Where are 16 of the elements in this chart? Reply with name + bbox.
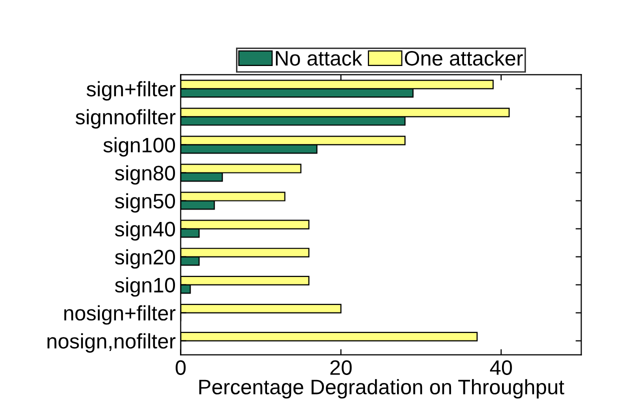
y-tick-label: nosign,nofilter bbox=[47, 333, 176, 353]
x-tick-label: 40 bbox=[490, 360, 512, 375]
y-tick-label: sign80 bbox=[115, 165, 175, 185]
legend-label: No attack bbox=[276, 50, 362, 66]
y-tick-label: sign100 bbox=[103, 137, 175, 157]
y-tick-label: sign20 bbox=[115, 249, 175, 269]
y-tick-label: nosign+filter bbox=[64, 305, 176, 325]
x-tick-label: 0 bbox=[176, 360, 186, 375]
y-tick-label: sign40 bbox=[115, 221, 175, 241]
y-tick-label: signnofilter bbox=[76, 109, 176, 129]
y-tick-label: sign50 bbox=[115, 193, 175, 213]
y-tick-label: sign10 bbox=[115, 277, 175, 297]
legend-label: One attacker bbox=[404, 50, 523, 66]
x-axis-title: Percentage Degradation on Throughput bbox=[199, 379, 564, 399]
x-tick-label: 20 bbox=[330, 360, 352, 375]
y-tick-label: sign+filter bbox=[86, 81, 176, 101]
